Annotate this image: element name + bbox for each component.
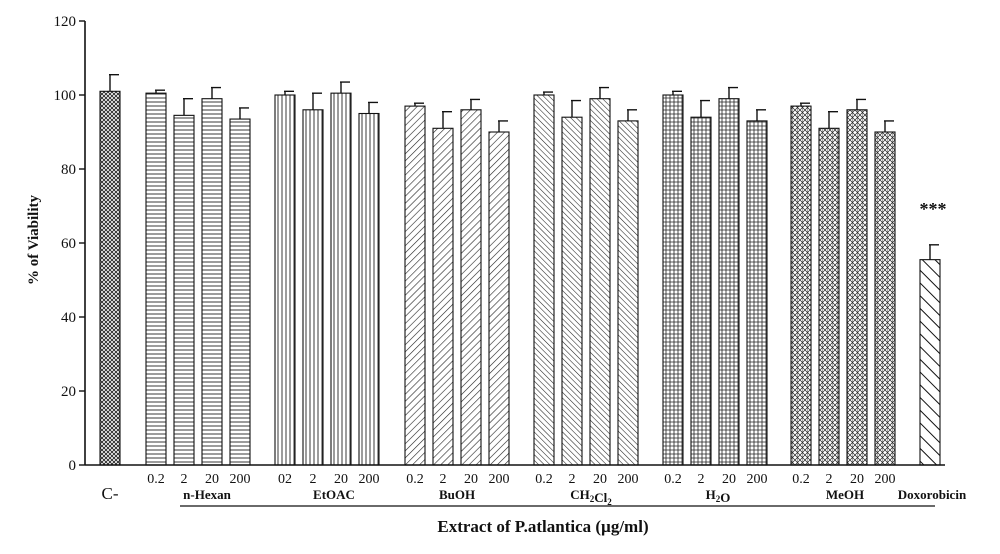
bar-h2o-0p2 bbox=[662, 94, 684, 466]
error-bar bbox=[368, 101, 378, 114]
dose-label: 2 bbox=[698, 472, 705, 487]
error-bar bbox=[856, 98, 866, 110]
bar-h2o-2 bbox=[690, 116, 712, 466]
group-label-meoh: MeOH bbox=[826, 487, 864, 502]
error-bar bbox=[828, 110, 838, 129]
bar-h2o-20 bbox=[718, 98, 740, 466]
dose-label: 2 bbox=[440, 472, 447, 487]
error-bar bbox=[929, 244, 939, 260]
dose-label: 0.2 bbox=[406, 472, 424, 487]
dose-label: 20 bbox=[722, 472, 736, 487]
error-bar bbox=[312, 92, 322, 110]
error-bar bbox=[728, 86, 738, 99]
dose-label: 2 bbox=[310, 472, 317, 487]
error-bar bbox=[498, 120, 508, 132]
error-bar bbox=[414, 102, 424, 107]
bars-layer bbox=[99, 73, 941, 466]
error-bar bbox=[183, 98, 193, 116]
bar-meoh-200 bbox=[874, 131, 896, 466]
dose-label: 200 bbox=[747, 472, 768, 487]
y-tick-label: 20 bbox=[61, 384, 76, 400]
group-label-nhexan: n-Hexan bbox=[183, 487, 231, 502]
dose-label: 200 bbox=[875, 472, 896, 487]
dose-label: 0.2 bbox=[664, 472, 682, 487]
y-tick-label: 40 bbox=[61, 310, 76, 326]
bar-h2o-200 bbox=[746, 120, 768, 466]
bar-etoac-2 bbox=[302, 109, 324, 466]
x-axis-label: Extract of P.atlantica (µg/ml) bbox=[437, 517, 648, 536]
dose-label: 20 bbox=[205, 472, 219, 487]
error-bar bbox=[700, 99, 710, 118]
error-bar bbox=[571, 99, 581, 118]
y-tick-label: 100 bbox=[54, 88, 77, 104]
bar-ch2cl2-2 bbox=[561, 116, 583, 466]
error-bar bbox=[470, 98, 480, 110]
dose-label: 20 bbox=[334, 472, 348, 487]
error-bar bbox=[109, 73, 119, 92]
group-label-ch2cl2: CH2Cl2 bbox=[570, 487, 612, 507]
group-label-c: C- bbox=[102, 484, 119, 503]
dose-label: 2 bbox=[181, 472, 188, 487]
y-tick-label: 80 bbox=[61, 162, 76, 178]
bar-meoh-0p2 bbox=[790, 105, 812, 466]
error-bar bbox=[756, 109, 766, 121]
significance-marker: *** bbox=[920, 199, 947, 219]
group-label-buoh: BuOH bbox=[439, 487, 475, 502]
y-tick-label: 0 bbox=[69, 458, 77, 474]
bar-buoh-0p2 bbox=[404, 105, 426, 466]
error-bar bbox=[155, 89, 165, 94]
error-bar bbox=[672, 90, 682, 95]
dose-label: 2 bbox=[569, 472, 576, 487]
error-bar bbox=[239, 107, 249, 120]
y-tick-label: 120 bbox=[54, 14, 77, 30]
dose-label: 200 bbox=[618, 472, 639, 487]
bar-buoh-20 bbox=[460, 109, 482, 466]
error-bar bbox=[884, 120, 894, 132]
dose-label: 02 bbox=[278, 472, 292, 487]
y-tick-label: 60 bbox=[61, 236, 76, 252]
error-bar bbox=[800, 102, 810, 107]
error-bar bbox=[340, 81, 350, 94]
bar-ch2cl2-200 bbox=[617, 120, 639, 466]
dose-label: 2 bbox=[826, 472, 833, 487]
error-bar bbox=[599, 86, 609, 99]
error-bar bbox=[627, 109, 637, 121]
bar-nhexan-0p2 bbox=[145, 92, 167, 466]
bar-buoh-2 bbox=[432, 127, 454, 466]
group-label-doxorobicin: Doxorobicin bbox=[898, 487, 967, 502]
dose-label: 0.2 bbox=[147, 472, 165, 487]
error-bar bbox=[543, 91, 553, 95]
dose-label: 0.2 bbox=[792, 472, 810, 487]
dose-label: 200 bbox=[230, 472, 251, 487]
bar-nhexan-200 bbox=[229, 118, 251, 466]
bar-nhexan-20 bbox=[201, 98, 223, 466]
dose-label: 200 bbox=[489, 472, 510, 487]
bar-etoac-20 bbox=[330, 92, 352, 466]
error-bar bbox=[284, 90, 294, 95]
bar-meoh-2 bbox=[818, 127, 840, 466]
bar-ch2cl2-20 bbox=[589, 98, 611, 466]
bar-ch2cl2-0p2 bbox=[533, 94, 555, 466]
dose-label: 20 bbox=[593, 472, 607, 487]
bar-etoac-200 bbox=[358, 112, 380, 466]
bar-etoac-02 bbox=[274, 94, 296, 466]
bar-doxorobicin bbox=[919, 259, 941, 466]
group-label-etoac: EtOAC bbox=[313, 487, 355, 502]
dose-label: 200 bbox=[359, 472, 380, 487]
dose-label: 20 bbox=[850, 472, 864, 487]
axes-layer bbox=[79, 20, 945, 507]
y-axis-label: % of Viability bbox=[26, 195, 42, 286]
bar-c bbox=[99, 90, 121, 466]
bar-buoh-200 bbox=[488, 131, 510, 466]
dose-label: 0.2 bbox=[535, 472, 553, 487]
error-bar bbox=[442, 110, 452, 129]
error-bar bbox=[211, 86, 221, 99]
bar-nhexan-2 bbox=[173, 114, 195, 466]
bar-meoh-20 bbox=[846, 109, 868, 466]
dose-label: 20 bbox=[464, 472, 478, 487]
group-label-h2o: H2O bbox=[706, 487, 731, 505]
